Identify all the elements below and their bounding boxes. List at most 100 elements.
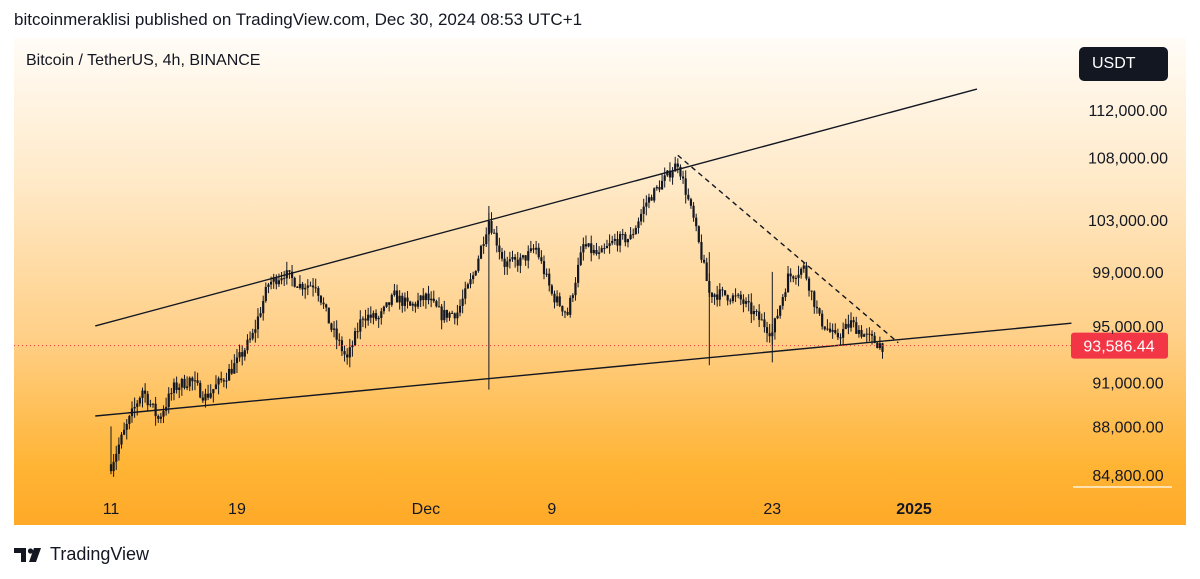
candle-body bbox=[403, 297, 407, 306]
price-axis[interactable]: 112,000.00 108,000.00 103,000.00 99,000.00 9… bbox=[1071, 38, 1186, 525]
candle-body bbox=[125, 423, 128, 430]
candle-body bbox=[716, 294, 719, 300]
candle-body bbox=[149, 404, 152, 406]
candle-body bbox=[466, 284, 469, 289]
candle-body bbox=[855, 322, 858, 334]
candle-body bbox=[128, 416, 131, 424]
candle-body bbox=[461, 298, 464, 306]
candle-body bbox=[246, 339, 249, 351]
candle-body bbox=[498, 245, 501, 253]
candle-body bbox=[878, 343, 881, 349]
candle-body bbox=[595, 249, 598, 254]
candle-body bbox=[870, 334, 874, 336]
candle-body bbox=[532, 248, 535, 250]
candle-body bbox=[472, 275, 475, 280]
time-axis[interactable]: 11 19 Dec 9 23 2025 bbox=[14, 490, 1071, 518]
candle-body bbox=[723, 290, 727, 296]
candle-body bbox=[831, 330, 834, 332]
candle-body bbox=[632, 234, 635, 236]
candle-body bbox=[322, 302, 325, 305]
candle-body bbox=[293, 277, 296, 287]
candle-body bbox=[642, 206, 645, 214]
candle-body bbox=[781, 297, 784, 306]
chart-panel[interactable]: Bitcoin / TetherUS, 4h, BINANCE USDT 93,… bbox=[14, 38, 1186, 525]
candle-body bbox=[676, 163, 679, 167]
candle-body bbox=[807, 278, 811, 291]
candle-body bbox=[763, 319, 766, 328]
candle-body bbox=[112, 461, 115, 472]
price-tick-label: 99,000.00 bbox=[1092, 265, 1163, 282]
candle-body bbox=[668, 170, 672, 178]
candle-body bbox=[731, 295, 735, 302]
candle-body bbox=[141, 390, 144, 398]
dashed-trendline[interactable] bbox=[677, 154, 899, 344]
candle-body bbox=[503, 258, 506, 267]
candle-body bbox=[259, 313, 262, 317]
candle-body bbox=[317, 288, 320, 296]
candle-body bbox=[401, 295, 404, 306]
candle-body bbox=[204, 393, 207, 401]
candle-body bbox=[813, 291, 816, 307]
candle-body bbox=[241, 352, 244, 357]
candle-body bbox=[369, 314, 372, 318]
candle-body bbox=[810, 290, 813, 292]
candle-body bbox=[684, 178, 687, 195]
candle-body bbox=[120, 434, 123, 445]
candle-body bbox=[734, 295, 737, 297]
price-tick-label: 112,000.00 bbox=[1089, 103, 1168, 120]
candle-body bbox=[868, 333, 871, 335]
candle-body bbox=[873, 335, 876, 343]
candle-body bbox=[737, 294, 740, 296]
candle-body bbox=[550, 285, 553, 294]
last-price-line-group: 93,586.44 bbox=[14, 332, 1168, 359]
candle-body bbox=[574, 282, 577, 296]
candle-body bbox=[818, 308, 821, 314]
candle-body bbox=[857, 329, 860, 334]
candle-body bbox=[744, 301, 748, 304]
candle-body bbox=[348, 347, 351, 358]
price-tick-label: 108,000.00 bbox=[1088, 151, 1168, 168]
candle-body bbox=[485, 234, 488, 245]
currency-button[interactable]: USDT bbox=[1079, 47, 1168, 81]
candle-body bbox=[427, 293, 430, 301]
candle-body bbox=[548, 273, 551, 286]
trendline[interactable] bbox=[95, 322, 1072, 417]
candle-body bbox=[687, 194, 690, 200]
candle-body bbox=[760, 319, 763, 321]
time-tick-label: 23 bbox=[763, 501, 781, 518]
candle-body bbox=[414, 303, 417, 307]
candle-body bbox=[382, 306, 386, 312]
candle-body bbox=[193, 380, 197, 382]
footer: TradingView bbox=[14, 544, 149, 565]
candle-body bbox=[561, 305, 564, 312]
candle-body bbox=[697, 226, 700, 243]
time-tick-label: 9 bbox=[547, 501, 556, 518]
candle-body bbox=[343, 351, 346, 355]
candle-body bbox=[839, 337, 842, 339]
candle-body bbox=[201, 397, 204, 401]
candle-body bbox=[269, 281, 273, 285]
time-tick-label: 2025 bbox=[896, 501, 932, 518]
candle-body bbox=[115, 453, 118, 462]
candle-body bbox=[233, 363, 236, 374]
candle-body bbox=[283, 278, 286, 280]
candle-body bbox=[411, 303, 414, 306]
trendline[interactable] bbox=[95, 88, 978, 327]
candle-body bbox=[314, 287, 317, 289]
candle-body bbox=[301, 283, 304, 290]
candle-body bbox=[545, 273, 548, 275]
candle-body bbox=[571, 295, 574, 298]
last-price-label-bg bbox=[1071, 332, 1168, 359]
price-chart[interactable]: 93,586.44 112,000.00 108,000.00 103,000.00… bbox=[14, 38, 1186, 525]
candle-body bbox=[479, 245, 483, 259]
candle-body bbox=[183, 378, 186, 388]
candle-body bbox=[508, 259, 511, 262]
candle-body bbox=[398, 295, 401, 303]
candle-body bbox=[458, 305, 462, 313]
candle-body bbox=[448, 312, 451, 318]
time-tick-label: Dec bbox=[412, 501, 440, 518]
candle-body bbox=[702, 259, 706, 263]
candle-body bbox=[553, 293, 556, 303]
time-tick-label: 19 bbox=[228, 501, 246, 518]
candle-body bbox=[188, 377, 191, 387]
